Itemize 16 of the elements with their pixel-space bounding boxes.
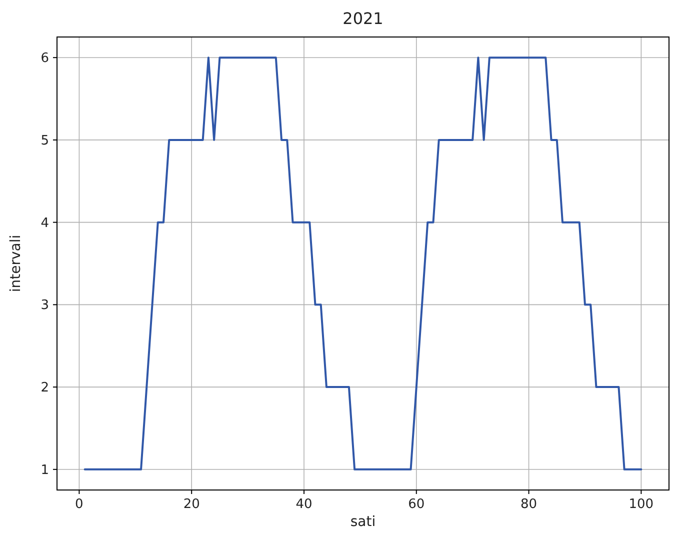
line-series xyxy=(84,56,642,470)
x-tick-label: 0 xyxy=(75,497,84,512)
x-axis-title: sati xyxy=(350,514,376,530)
y-tick-label: 1 xyxy=(40,462,49,478)
y-axis-title: intervali xyxy=(8,234,24,292)
y-tick-label: 4 xyxy=(40,216,49,231)
x-tick-label: 20 xyxy=(183,497,200,512)
y-tick-label: 3 xyxy=(40,298,49,314)
x-tick-label: 40 xyxy=(296,497,312,512)
y-tick-label: 5 xyxy=(40,134,49,149)
x-tick-label: 100 xyxy=(628,497,654,512)
y-tick-label: 6 xyxy=(40,51,49,66)
x-tick-label: 80 xyxy=(520,497,538,512)
x-tick-label: 60 xyxy=(408,497,425,512)
y-tick-label: 2 xyxy=(40,380,49,396)
chart-title: 2021 xyxy=(342,9,384,28)
